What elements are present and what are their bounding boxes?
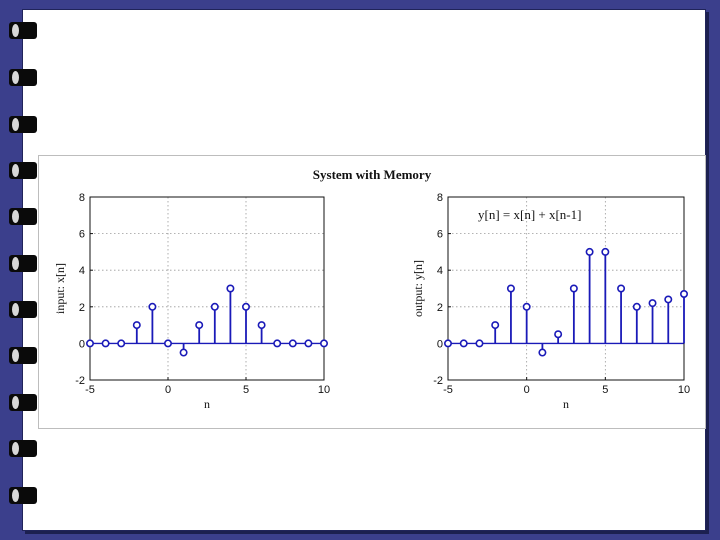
chart-2-stem-marker bbox=[632, 302, 641, 311]
chart-1-stem-marker bbox=[210, 302, 219, 311]
chart-2-stem-marker bbox=[569, 284, 578, 293]
chart-1-ytick-label: 6 bbox=[79, 229, 85, 241]
chart-1-stem-marker bbox=[179, 348, 188, 357]
chart-1-ytick-label: -2 bbox=[75, 375, 85, 387]
chart-2-stem-marker bbox=[459, 339, 468, 348]
chart-2-xlabel: n bbox=[563, 397, 569, 411]
chart-1-ytick-label: 2 bbox=[79, 302, 85, 314]
figure-title: System with Memory bbox=[312, 167, 432, 182]
chart-2-ytick-label: -2 bbox=[433, 375, 443, 387]
chart-1-stem-marker bbox=[304, 339, 313, 348]
binder-ring bbox=[9, 255, 37, 272]
chart-2-stem-marker bbox=[664, 295, 673, 304]
chart-2-ytick-label: 4 bbox=[437, 265, 443, 277]
chart-1-xtick-label: 0 bbox=[165, 384, 171, 396]
binder-ring bbox=[9, 394, 37, 411]
chart-1-stem-marker bbox=[101, 339, 110, 348]
chart-1-xlabel: n bbox=[204, 397, 210, 411]
chart-2-stem-marker bbox=[475, 339, 484, 348]
chart-1-stem-marker bbox=[148, 302, 157, 311]
chart-1-xtick-label: 5 bbox=[243, 384, 249, 396]
chart-2-stem-marker bbox=[538, 348, 547, 357]
chart-1-stem-marker bbox=[288, 339, 297, 348]
chart-1-stem-marker bbox=[242, 302, 251, 311]
chart-1-stem-marker bbox=[164, 339, 173, 348]
plots-svg: -5 0 5 10 -2 0 2 4 6 8 n input: x[n] -5 0 5 10 -2 0 2 4 6 8 n o… bbox=[53, 192, 690, 411]
chart-1-stem-marker bbox=[132, 321, 141, 330]
chart-2-ytick-label: 2 bbox=[437, 302, 443, 314]
binder-ring bbox=[9, 440, 37, 457]
figure-panel: System with Memory -5 0 5 10 -2 0 2 4 6 8 n input: … bbox=[38, 155, 706, 429]
chart-1-stem-marker bbox=[257, 321, 266, 330]
chart-2-ytick-label: 6 bbox=[437, 229, 443, 241]
chart-2-ylabel: output: y[n] bbox=[411, 260, 425, 317]
chart-2-xtick-label: 0 bbox=[524, 384, 530, 396]
binder-ring bbox=[9, 69, 37, 86]
chart-1-stem-marker bbox=[226, 284, 235, 293]
chart-2-stem-marker bbox=[617, 284, 626, 293]
chart-1-stem-marker bbox=[195, 321, 204, 330]
chart-2-stem-marker bbox=[491, 321, 500, 330]
chart-2-axes-box bbox=[447, 196, 685, 381]
chart-1-stem-marker bbox=[85, 339, 94, 348]
chart-1-ytick-label: 4 bbox=[79, 265, 85, 277]
binder-ring bbox=[9, 116, 37, 133]
chart-1-ytick-label: 8 bbox=[79, 192, 85, 204]
chart-2-xtick-label: 5 bbox=[602, 384, 608, 396]
chart-2-stem-marker bbox=[601, 247, 610, 256]
chart-1-axes-box bbox=[89, 196, 325, 381]
chart-2-ytick-label: 0 bbox=[437, 338, 443, 350]
chart-2-annotation: y[n] = x[n] + x[n-1] bbox=[478, 207, 581, 222]
binder-ring bbox=[9, 162, 37, 179]
binder-ring bbox=[9, 487, 37, 504]
chart-1-stem-marker bbox=[319, 339, 328, 348]
chart-2-stem-marker bbox=[506, 284, 515, 293]
chart-2-stem-marker bbox=[648, 299, 657, 308]
chart-2-stem-marker bbox=[443, 339, 452, 348]
chart-1-stem-marker bbox=[273, 339, 282, 348]
binder-ring bbox=[9, 22, 37, 39]
chart-2-ytick-label: 8 bbox=[437, 192, 443, 204]
chart-2-xtick-label: -5 bbox=[443, 384, 453, 396]
chart-1-xtick-label: -5 bbox=[85, 384, 95, 396]
chart-2-stem-marker bbox=[585, 247, 594, 256]
chart-1-stem-marker bbox=[117, 339, 126, 348]
chart-1-ytick-label: 0 bbox=[79, 338, 85, 350]
chart-2-xtick-label: 10 bbox=[678, 384, 690, 396]
chart-1-xtick-label: 10 bbox=[318, 384, 330, 396]
chart-2-stem-marker bbox=[554, 330, 563, 339]
binder-ring bbox=[9, 347, 37, 364]
binder-ring bbox=[9, 208, 37, 225]
binder-ring bbox=[9, 301, 37, 318]
chart-1-ylabel: input: x[n] bbox=[53, 263, 67, 314]
chart-2-stem-marker bbox=[679, 289, 688, 298]
chart-2-stem-marker bbox=[522, 302, 531, 311]
